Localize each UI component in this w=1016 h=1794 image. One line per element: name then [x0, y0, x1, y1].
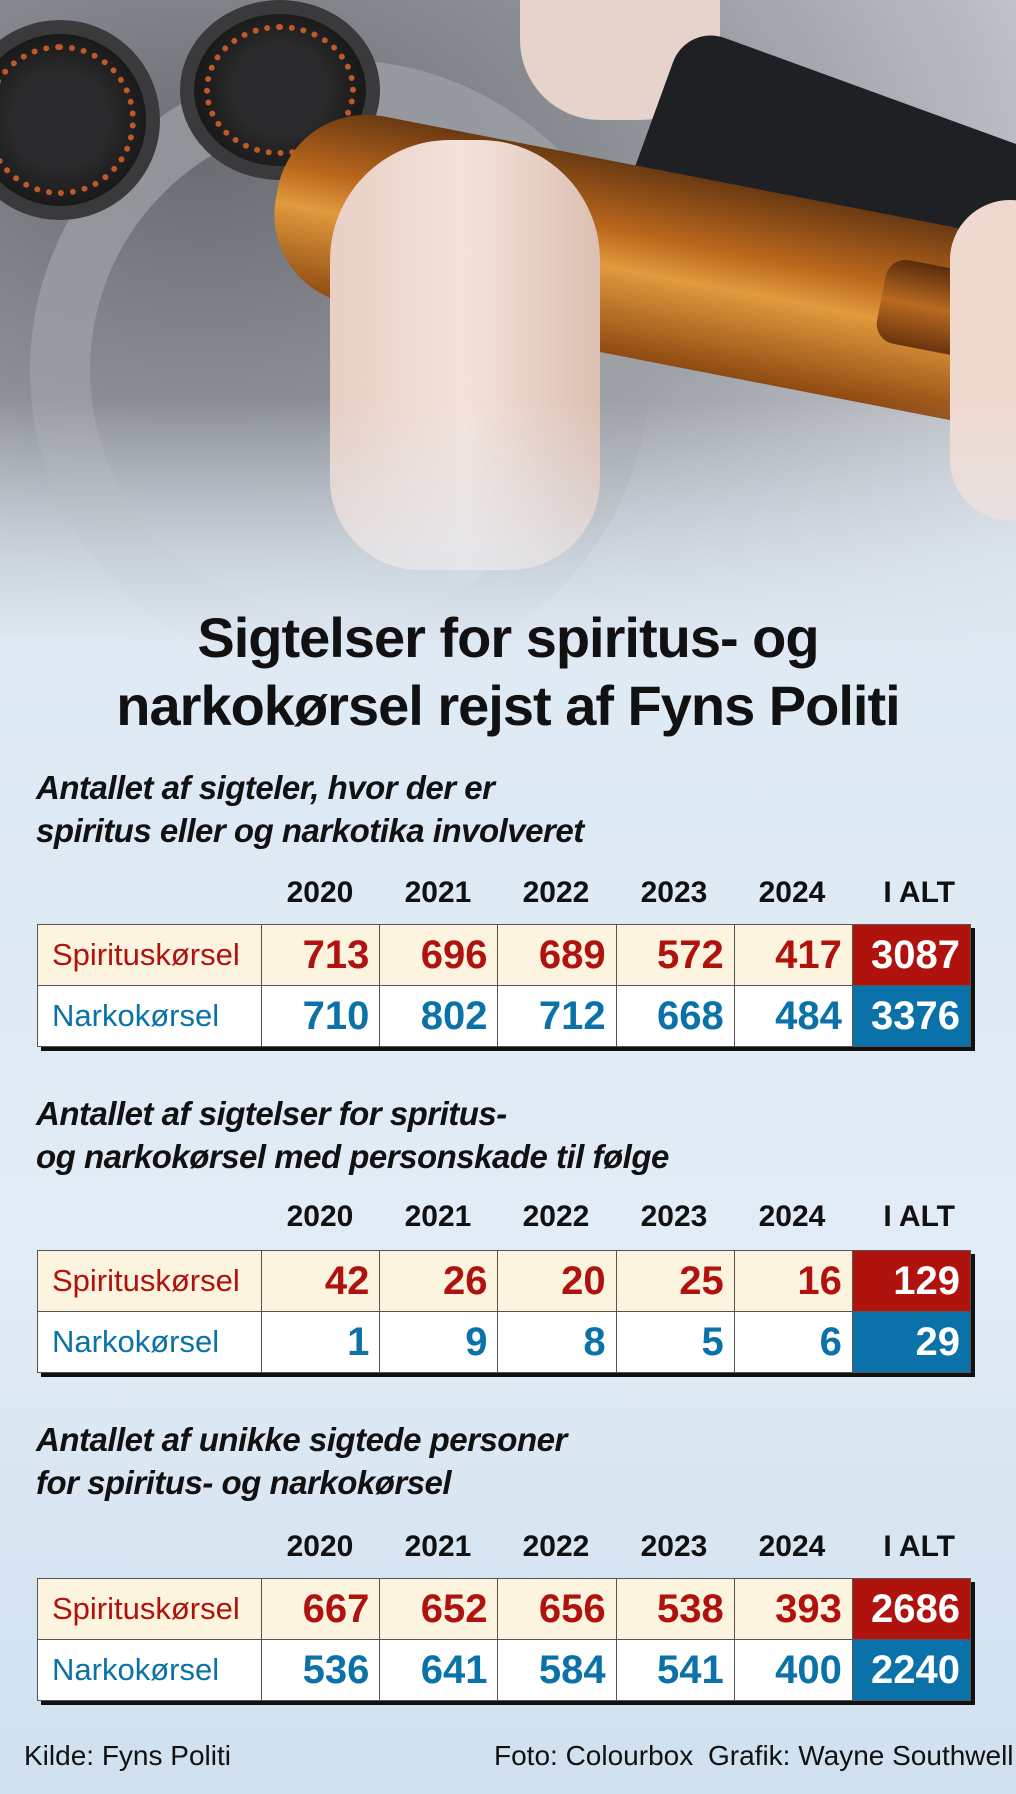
value-cell: 1 [261, 1311, 381, 1373]
subtitle-line-2: for spiritus- og narkokørsel [36, 1464, 452, 1501]
total-cell: 2240 [851, 1639, 972, 1701]
table-row: Spirituskørsel 713 696 689 572 417 3087 [36, 924, 972, 986]
column-header: I ALT [883, 876, 955, 909]
table-subtitle: Antallet af sigtelser for spritus-og nar… [36, 1092, 669, 1178]
data-table: Spirituskørsel 713 696 689 572 417 3087 Narkokø… [36, 924, 972, 1047]
value-cell: 802 [379, 985, 499, 1047]
subtitle-line-1: Antallet af sigtelser for spritus- [36, 1095, 507, 1132]
value-cell: 536 [261, 1639, 381, 1701]
subtitle-line-1: Antallet af sigteler, hvor der er [36, 769, 495, 806]
table-row: Narkokørsel 710 802 712 668 484 3376 [36, 985, 972, 1047]
value-cell: 696 [379, 924, 499, 986]
column-header: 2023 [640, 1530, 708, 1563]
column-header: 2024 [758, 1200, 826, 1233]
value-cell: 42 [261, 1250, 381, 1312]
header-photo [0, 0, 1016, 660]
total-cell: 29 [851, 1311, 972, 1373]
value-cell: 6 [733, 1311, 853, 1373]
subtitle-line-2: og narkokørsel med personskade til følge [36, 1138, 669, 1175]
year-header-row: 2020 2021 2022 2023 2024 I ALT [261, 1530, 969, 1564]
value-cell: 393 [733, 1578, 853, 1640]
value-cell: 641 [379, 1639, 499, 1701]
column-header: I ALT [883, 1200, 955, 1233]
column-header: 2022 [522, 1530, 590, 1563]
row-label: Spirituskørsel [36, 1250, 263, 1312]
table-row: Narkokørsel 1 9 8 5 6 29 [36, 1311, 972, 1373]
column-header: 2020 [286, 1530, 354, 1563]
graphic-credit: Grafik: Wayne Southwell [708, 1740, 1014, 1771]
column-header: 2023 [640, 1200, 708, 1233]
row-label: Spirituskørsel [36, 1578, 263, 1640]
value-cell: 484 [733, 985, 853, 1047]
value-cell: 572 [615, 924, 735, 986]
value-cell: 20 [497, 1250, 617, 1312]
value-cell: 668 [615, 985, 735, 1047]
source-credit: Kilde: Fyns Politi [24, 1740, 231, 1771]
column-header: 2021 [404, 876, 472, 909]
value-cell: 538 [615, 1578, 735, 1640]
column-header: 2021 [404, 1530, 472, 1563]
value-cell: 16 [733, 1250, 853, 1312]
row-label: Spirituskørsel [36, 924, 263, 986]
table-subtitle: Antallet af sigteler, hvor der er spiritu… [36, 766, 584, 852]
title-line-1: Sigtelser for spiritus- og [197, 606, 819, 669]
column-header: 2021 [404, 1200, 472, 1233]
title-line-2: narkokørsel rejst af Fyns Politi [116, 674, 900, 737]
value-cell: 400 [733, 1639, 853, 1701]
value-cell: 713 [261, 924, 381, 986]
subtitle-line-2: spiritus eller og narkotika involveret [36, 812, 584, 849]
photo-fade [0, 400, 1016, 660]
value-cell: 710 [261, 985, 381, 1047]
year-header-row: 2020 2021 2022 2023 2024 I ALT [261, 876, 969, 910]
year-header-row: 2020 2021 2022 2023 2024 I ALT [261, 1200, 969, 1234]
total-cell: 2686 [851, 1578, 972, 1640]
table-row: Spirituskørsel 42 26 20 25 16 129 [36, 1250, 972, 1312]
value-cell: 652 [379, 1578, 499, 1640]
row-label: Narkokørsel [36, 985, 263, 1047]
column-header: 2022 [522, 876, 590, 909]
value-cell: 667 [261, 1578, 381, 1640]
value-cell: 9 [379, 1311, 499, 1373]
data-table: Spirituskørsel 42 26 20 25 16 129 Narkokørsel 1 9… [36, 1250, 972, 1373]
row-label: Narkokørsel [36, 1639, 263, 1701]
page-title: Sigtelser for spiritus- og narkokørsel re… [0, 604, 1016, 740]
photo-credit: Foto: Colourbox [494, 1740, 694, 1771]
column-header: 2020 [286, 876, 354, 909]
value-cell: 541 [615, 1639, 735, 1701]
data-table: Spirituskørsel 667 652 656 538 393 2686 Narkokø… [36, 1578, 972, 1701]
total-cell: 129 [851, 1250, 972, 1312]
total-cell: 3376 [851, 985, 972, 1047]
table-subtitle: Antallet af unikke sigtede personer for s… [36, 1418, 567, 1504]
value-cell: 417 [733, 924, 853, 986]
table-row: Narkokørsel 536 641 584 541 400 2240 [36, 1639, 972, 1701]
subtitle-line-1: Antallet af unikke sigtede personer [36, 1421, 567, 1458]
column-header: 2023 [640, 876, 708, 909]
column-header: 2024 [758, 1530, 826, 1563]
column-header: I ALT [883, 1530, 955, 1563]
value-cell: 712 [497, 985, 617, 1047]
value-cell: 584 [497, 1639, 617, 1701]
table-row: Spirituskørsel 667 652 656 538 393 2686 [36, 1578, 972, 1640]
value-cell: 5 [615, 1311, 735, 1373]
value-cell: 656 [497, 1578, 617, 1640]
column-header: 2024 [758, 876, 826, 909]
value-cell: 689 [497, 924, 617, 986]
value-cell: 26 [379, 1250, 499, 1312]
row-label: Narkokørsel [36, 1311, 263, 1373]
value-cell: 25 [615, 1250, 735, 1312]
column-header: 2020 [286, 1200, 354, 1233]
total-cell: 3087 [851, 924, 972, 986]
value-cell: 8 [497, 1311, 617, 1373]
column-header: 2022 [522, 1200, 590, 1233]
